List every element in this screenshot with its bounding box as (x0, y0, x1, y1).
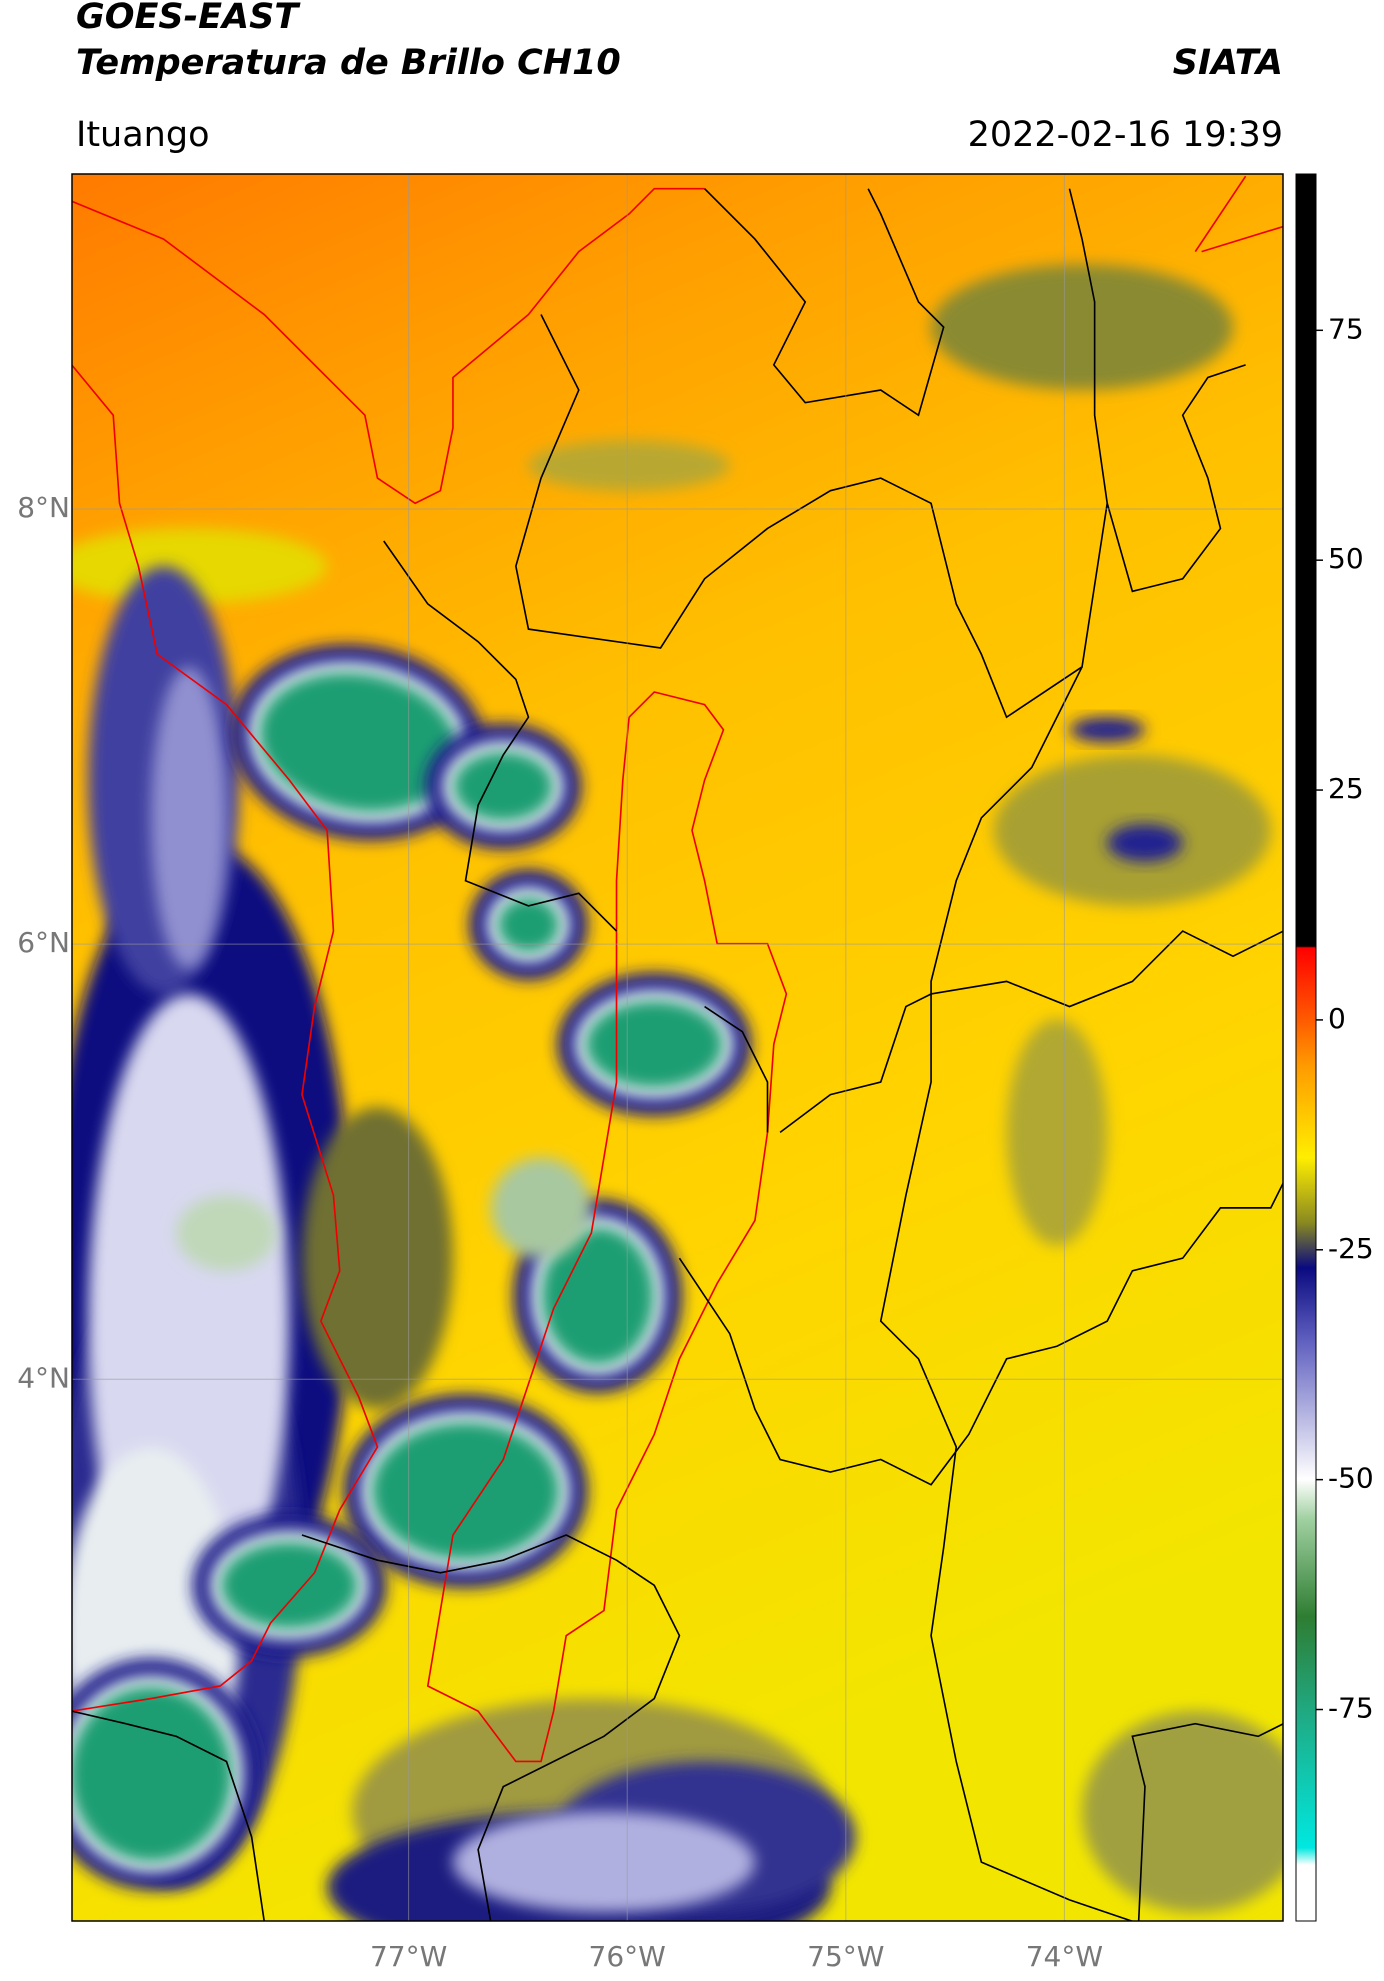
cloud (1082, 1711, 1283, 1913)
y-tick-label: 6°N (17, 926, 70, 959)
cloud (452, 751, 554, 822)
region: Ituango (76, 115, 210, 155)
title: GOES-EAST (76, 0, 301, 37)
y-tick-label: 4°N (17, 1361, 70, 1394)
colorbar-tick-label: 0 (1328, 1002, 1346, 1035)
cloud (496, 897, 560, 953)
colorbar (1295, 173, 1317, 1922)
cloud (371, 1421, 560, 1561)
map-frame (71, 173, 1284, 1922)
x-tick-label: 74°W (1026, 1940, 1103, 1973)
colorbar-tick-label: 75 (1328, 312, 1364, 345)
borders (72, 175, 1283, 1921)
cloud (1069, 717, 1145, 743)
cloud (452, 1811, 755, 1913)
x-tick-label: 76°W (589, 1940, 666, 1973)
cloud (301, 1107, 453, 1410)
colorbar-tick-label: -25 (1328, 1232, 1374, 1265)
satellite-image (72, 174, 1283, 1921)
subtitle: Temperatura de Brillo CH10 (76, 43, 621, 83)
x-tick-label: 75°W (807, 1940, 884, 1973)
cloud (490, 1157, 592, 1259)
cloud (1107, 824, 1183, 862)
cloud (150, 666, 227, 969)
colorbar-tick-label: 25 (1328, 772, 1364, 805)
cloud (585, 1000, 724, 1089)
agency: SIATA (1173, 43, 1283, 83)
cloud (931, 264, 1234, 391)
colorbar-tick-label: 50 (1328, 542, 1364, 575)
cloud (220, 1541, 359, 1630)
y-tick-label: 8°N (17, 491, 70, 524)
colorbar-tick-label: -50 (1328, 1462, 1374, 1495)
cloud (1006, 1019, 1108, 1246)
cloud (72, 1686, 233, 1863)
colorbar-tick-label: -75 (1328, 1692, 1374, 1725)
cloud (176, 1195, 277, 1271)
cloud (528, 440, 730, 491)
x-tick-label: 77°W (370, 1940, 447, 1973)
datetime: 2022-02-16 19:39 (968, 115, 1283, 155)
cloud (541, 1226, 655, 1366)
